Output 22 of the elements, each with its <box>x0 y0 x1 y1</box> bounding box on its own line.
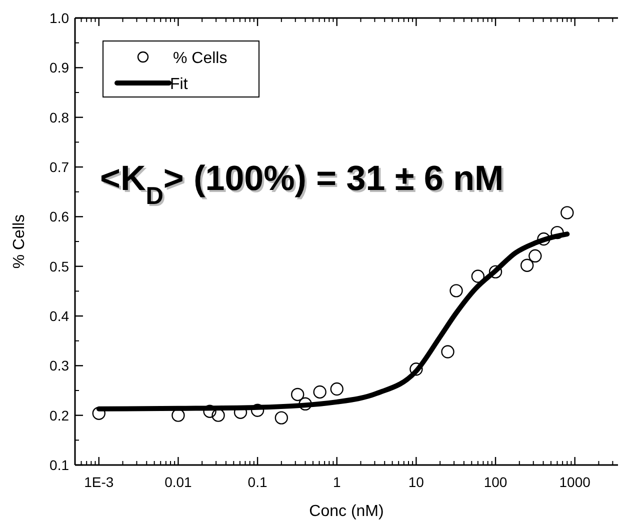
legend-label: Fit <box>170 76 188 93</box>
y-tick-label: 0.9 <box>50 60 70 76</box>
y-tick-label: 0.4 <box>50 308 70 324</box>
y-tick-label: 0.2 <box>50 407 70 424</box>
x-tick-label: 0.01 <box>164 474 192 490</box>
x-tick-label: 1000 <box>559 474 591 490</box>
y-axis-title: % Cells <box>11 214 28 269</box>
x-tick-label: 1E-3 <box>84 474 114 490</box>
x-tick-label: 1 <box>332 474 341 490</box>
x-tick-label: 100 <box>484 474 508 490</box>
y-tick-label: 0.7 <box>50 159 70 175</box>
y-tick-label: 0.8 <box>50 109 70 126</box>
y-tick-label: 0.5 <box>50 258 70 274</box>
x-tick-label: 10 <box>408 474 424 490</box>
annotation: <K$_{D}$> (100%) = 31 ± 6 nM <box>102 161 506 212</box>
y-tick-label: 1.0 <box>50 10 70 26</box>
y-tick-label: 0.1 <box>50 457 70 473</box>
y-tick-label: 0.6 <box>50 208 70 225</box>
x-tick-label: 0.1 <box>248 474 268 490</box>
x-axis-title: Conc (nM) <box>309 503 384 520</box>
legend-label: % Cells <box>173 50 228 67</box>
y-tick-label: 0.3 <box>50 358 70 374</box>
